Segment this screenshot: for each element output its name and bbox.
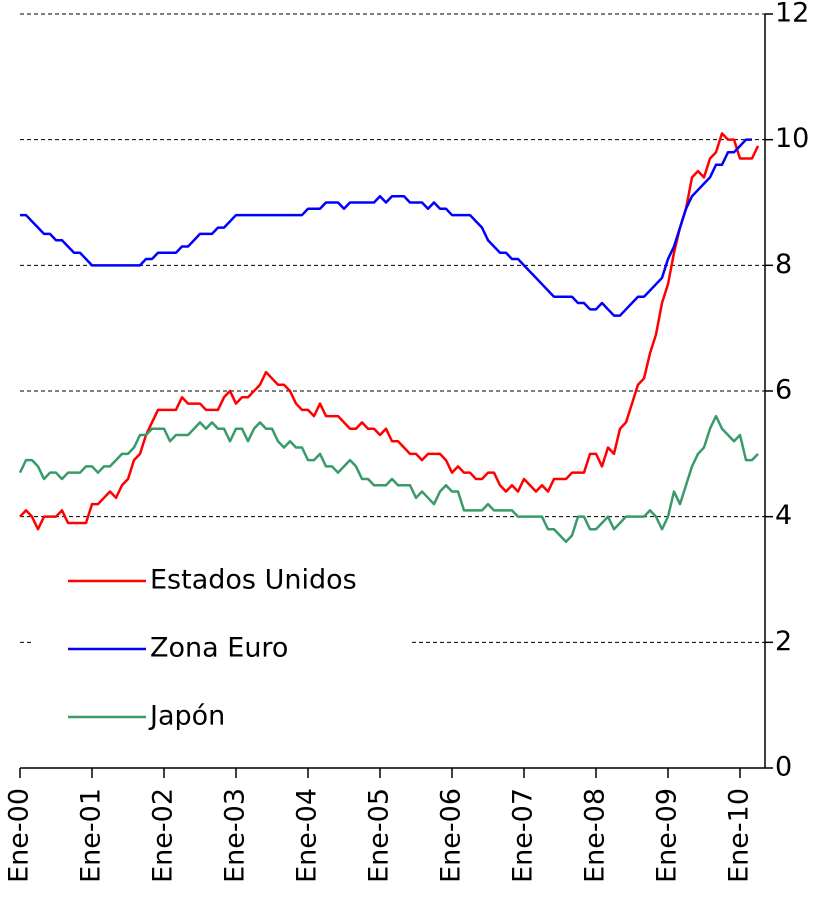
y-tick-label: 6	[775, 375, 792, 406]
x-tick-label: Ene-05	[364, 788, 395, 883]
x-tick-label: Ene-10	[724, 788, 755, 883]
series-line	[19, 132, 760, 531]
x-tick-label: Ene-06	[436, 788, 467, 883]
legend-label: Japón	[148, 701, 225, 732]
series-line	[20, 138, 752, 317]
y-tick-label: 10	[775, 123, 809, 154]
y-tick-label: 4	[775, 500, 792, 531]
x-tick-label: Ene-02	[148, 788, 179, 883]
x-tick-label: Ene-07	[508, 788, 539, 883]
legend-box	[34, 552, 412, 742]
x-tick-label: Ene-04	[292, 788, 323, 883]
x-tick-label: Ene-01	[76, 788, 107, 883]
y-tick-label: 0	[775, 752, 792, 783]
x-tick-label: Ene-03	[220, 788, 251, 883]
series-line	[18, 414, 759, 544]
x-tick-label: Ene-00	[4, 788, 35, 883]
legend-label: Zona Euro	[150, 633, 288, 664]
legend-label: Estados Unidos	[150, 565, 357, 596]
x-tick-label: Ene-09	[652, 788, 683, 883]
y-tick-label: 12	[775, 0, 809, 29]
y-tick-label: 2	[775, 626, 792, 657]
x-tick-label: Ene-08	[580, 788, 611, 883]
y-tick-label: 8	[775, 249, 792, 280]
